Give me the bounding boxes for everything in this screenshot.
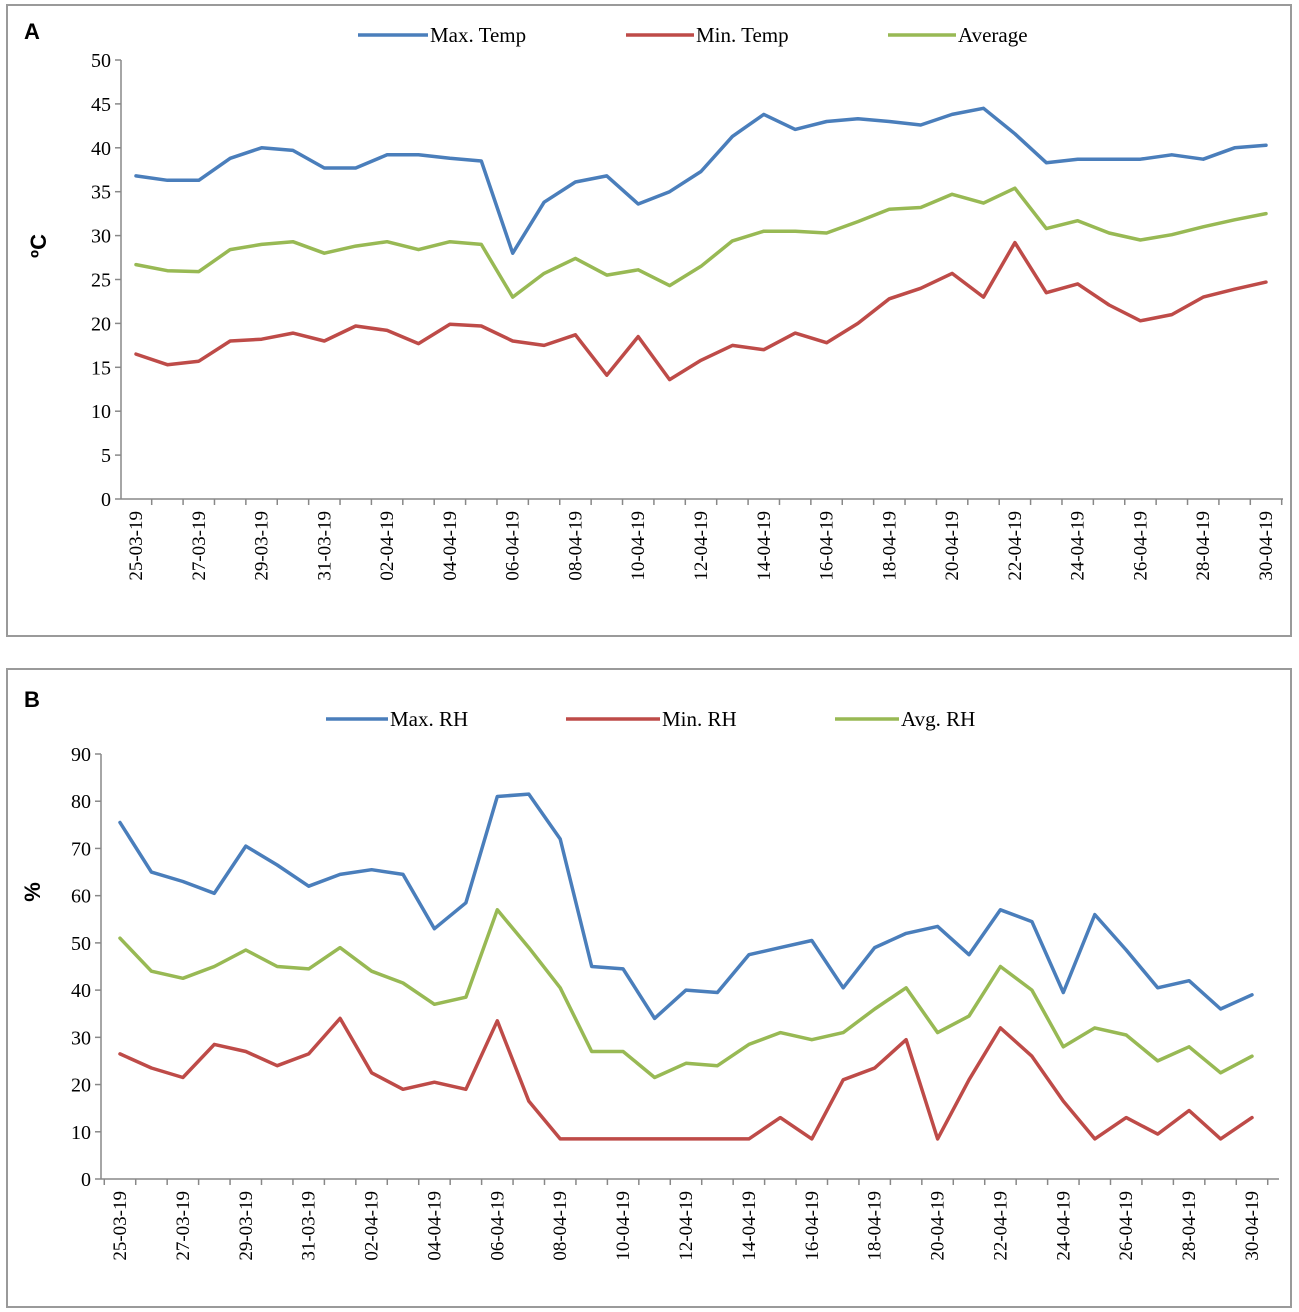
- x-tick-label: 28-04-19: [1179, 1191, 1200, 1261]
- x-tick-label: 14-04-19: [754, 511, 775, 581]
- y-tick-label: 60: [71, 886, 91, 908]
- x-tick-label: 20-04-19: [928, 1191, 949, 1261]
- x-tick-label: 22-04-19: [990, 1191, 1011, 1261]
- legend-label-max: Max. Temp: [430, 23, 526, 47]
- panel-a-temperature-chart: A ºC 0 5 10 15 20 25 30 35 40 45 50 25-03-19 27-03-1…: [6, 4, 1292, 637]
- x-tick-label: 10-04-19: [628, 511, 649, 581]
- y-tick-label: 0: [101, 489, 111, 511]
- x-tick-label: 14-04-19: [739, 1191, 760, 1261]
- x-tick-label: 31-03-19: [299, 1191, 320, 1261]
- legend-label-avg: Average: [958, 23, 1028, 47]
- y-tick-label: 10: [71, 1122, 91, 1144]
- x-tick-label: 18-04-19: [865, 1191, 886, 1261]
- x-tick-label: 02-04-19: [362, 1191, 383, 1261]
- x-tick-label: 29-03-19: [236, 1191, 257, 1261]
- y-tick-label: 35: [91, 182, 111, 204]
- y-tick-label: 90: [71, 744, 91, 766]
- y-axis-label: ºC: [26, 234, 51, 258]
- x-tick-label: 10-04-19: [613, 1191, 634, 1261]
- x-tick-label: 08-04-19: [565, 511, 586, 581]
- series-line-avg: [118, 908, 1254, 1080]
- legend-label-min: Min. RH: [662, 707, 737, 731]
- panel-b-humidity-chart: B % 0 10 20 30 40 50 60 70 80 90 25-03-19 27-03-19 2…: [6, 668, 1292, 1308]
- legend-label-max: Max. RH: [390, 707, 468, 731]
- x-tick-label: 22-04-19: [1005, 511, 1026, 581]
- x-tick-label: 24-04-19: [1053, 1191, 1074, 1261]
- x-tick-label: 16-04-19: [802, 1191, 823, 1261]
- y-tick-label: 20: [71, 1075, 91, 1097]
- x-tick-label: 30-04-19: [1242, 1191, 1263, 1261]
- humidity-chart-svg: B % 0 10 20 30 40 50 60 70 80 90 25-03-19 27-03-19 2…: [20, 687, 1279, 1261]
- x-tick-label: 30-04-19: [1256, 511, 1277, 581]
- series-line-max: [118, 792, 1254, 1021]
- x-tick-label: 24-04-19: [1068, 511, 1089, 581]
- x-tick-label: 08-04-19: [550, 1191, 571, 1261]
- x-tick-label: 28-04-19: [1193, 511, 1214, 581]
- y-tick-label: 50: [71, 933, 91, 955]
- y-tick-label: 0: [81, 1169, 91, 1191]
- y-tick-label: 25: [91, 270, 111, 292]
- series-line-avg: [134, 186, 1268, 299]
- series-line-min: [118, 1016, 1254, 1141]
- series-line-max: [134, 106, 1268, 255]
- x-tick-label: 20-04-19: [942, 511, 963, 581]
- x-tick-label: 27-03-19: [173, 1191, 194, 1261]
- x-tick-label: 31-03-19: [314, 511, 335, 581]
- legend-label-avg: Avg. RH: [901, 707, 975, 731]
- y-tick-label: 30: [71, 1027, 91, 1049]
- x-tick-label: 04-04-19: [424, 1191, 445, 1261]
- x-tick-label: 25-03-19: [110, 1191, 131, 1261]
- series-line-min: [134, 240, 1268, 382]
- x-tick-label: 02-04-19: [377, 511, 398, 581]
- x-tick-label: 27-03-19: [189, 511, 210, 581]
- x-tick-label: 06-04-19: [503, 511, 524, 581]
- x-tick-label: 26-04-19: [1116, 1191, 1137, 1261]
- x-tick-label: 18-04-19: [879, 511, 900, 581]
- x-tick-label: 06-04-19: [487, 1191, 508, 1261]
- x-tick-label: 12-04-19: [691, 511, 712, 581]
- y-tick-label: 40: [71, 980, 91, 1002]
- y-tick-label: 70: [71, 838, 91, 860]
- y-tick-label: 80: [71, 791, 91, 813]
- y-tick-label: 30: [91, 226, 111, 248]
- x-tick-label: 16-04-19: [817, 511, 838, 581]
- panel-letter: A: [24, 19, 40, 44]
- y-tick-label: 5: [101, 445, 111, 467]
- y-tick-label: 20: [91, 313, 111, 335]
- y-axis-label: %: [20, 882, 45, 902]
- x-tick-label: 25-03-19: [126, 511, 147, 581]
- y-tick-label: 40: [91, 138, 111, 160]
- x-tick-label: 26-04-19: [1130, 511, 1151, 581]
- x-tick-label: 12-04-19: [676, 1191, 697, 1261]
- legend-label-min: Min. Temp: [696, 23, 789, 47]
- y-tick-label: 10: [91, 401, 111, 423]
- x-tick-label: 04-04-19: [440, 511, 461, 581]
- y-tick-label: 45: [91, 94, 111, 116]
- y-tick-label: 15: [91, 357, 111, 379]
- panel-letter: B: [24, 687, 40, 712]
- y-tick-label: 50: [91, 50, 111, 72]
- temperature-chart-svg: A ºC 0 5 10 15 20 25 30 35 40 45 50 25-03-19 27-03-1…: [24, 19, 1283, 581]
- x-tick-label: 29-03-19: [252, 511, 273, 581]
